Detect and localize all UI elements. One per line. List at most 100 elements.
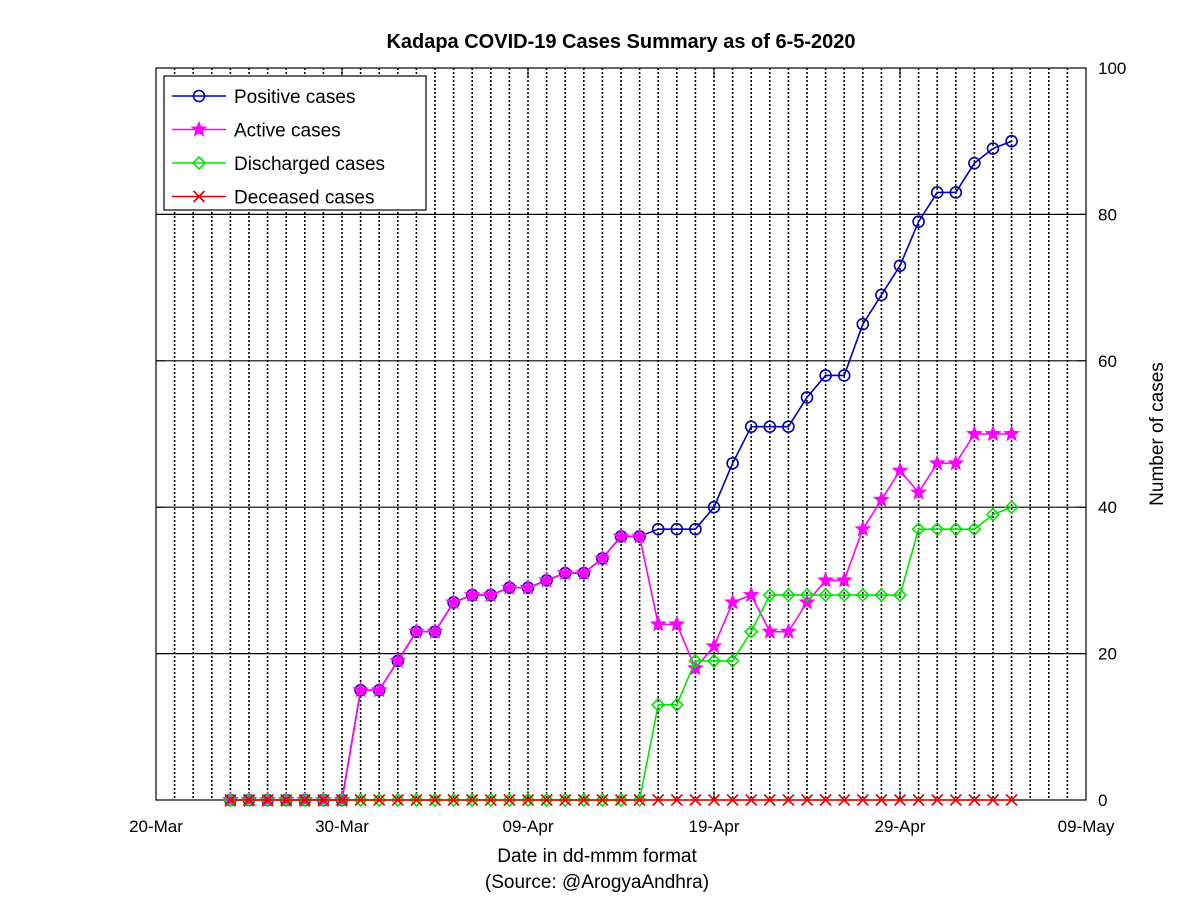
data-point [947,454,965,471]
data-point [410,793,423,807]
y-tick-label: 0 [1098,791,1107,810]
data-point [446,792,461,808]
data-point [445,593,463,610]
series-deceased-cases [224,793,1018,807]
y-tick-label: 20 [1098,645,1117,664]
data-point [763,793,776,807]
data-point [782,420,795,433]
data-point [800,793,814,807]
data-point [465,792,480,808]
x-tick-label: 30-Mar [315,817,369,836]
data-point [761,622,779,639]
data-point [633,793,646,807]
data-point [984,425,1002,442]
data-point [968,156,981,170]
data-point [670,793,683,807]
data-point [668,615,686,632]
data-point [912,215,925,229]
data-point [670,522,684,536]
y-tick-label: 60 [1098,352,1117,371]
data-point [370,681,388,698]
data-point [1005,793,1018,807]
data-point [372,792,387,808]
legend-entry: Discharged cases [172,154,385,175]
data-point [910,483,928,500]
data-point [373,793,386,807]
data-point [651,697,666,712]
data-point [261,793,274,807]
legend: Positive cases Active cases Discharged cas… [163,75,427,211]
data-point [612,527,630,544]
data-point [484,793,497,807]
y-tick-label: 80 [1098,205,1117,224]
data-point [689,522,702,536]
data-point [260,792,275,808]
legend-label: Active cases [234,121,341,142]
data-point [241,792,257,808]
data-point [838,793,851,807]
data-point [855,587,870,603]
data-point [744,624,759,639]
x-axis-label: Date in dd-mmm format [497,846,697,867]
data-point [799,587,815,603]
data-point [596,793,609,807]
data-point [407,622,425,639]
data-point [575,564,593,581]
legend-box [163,75,427,211]
data-point [891,461,909,478]
data-point [872,490,890,508]
legend-entry: Active cases [172,121,341,142]
data-point [631,527,649,544]
data-point [224,793,237,807]
data-point [707,793,721,807]
data-point [500,578,518,595]
data-point [817,571,835,588]
data-point [930,186,944,199]
data-point [835,571,853,588]
data-point [503,793,516,807]
chart-title: Kadapa COVID-19 Cases Summary as of 6-5-… [386,31,855,53]
data-point [726,793,739,807]
data-point [968,793,981,807]
data-point [316,792,331,808]
data-point [463,586,481,603]
legend-marker [192,190,206,203]
data-point [649,615,667,632]
data-point [854,520,872,537]
data-point [706,653,722,669]
data-point [632,792,647,808]
data-point [427,792,443,808]
data-point [726,456,739,470]
axis-layer: 20-Mar 30-Mar 09-Apr 19-Apr 29-Apr 09-May 0 20 4… [129,59,1126,836]
data-point [1005,134,1018,148]
data-point [892,587,908,603]
data-point [576,792,591,808]
data-point [762,587,777,603]
data-point [874,587,889,603]
data-point [856,793,869,807]
data-point [986,793,1000,807]
data-point [875,288,888,302]
data-point [744,420,758,433]
data-point [317,793,330,807]
data-point [893,793,907,807]
data-point [705,637,723,654]
data-point [613,792,629,808]
series-layer [221,134,1021,808]
data-point [837,587,852,603]
x-axis-source-label: (Source: @ArogyaAndhra) [485,872,709,893]
legend-label: Positive cases [234,87,355,108]
data-point [763,420,777,433]
data-point [893,259,907,272]
data-point [1004,500,1019,515]
data-point [931,793,944,807]
legend-entry: Deceased cases [172,188,374,209]
data-point [558,792,573,808]
data-point [242,793,256,807]
data-point [428,793,442,807]
data-point [669,697,684,712]
data-point [911,522,926,537]
y-axis-label: Number of cases [1147,362,1168,506]
data-point [652,793,665,807]
data-point [352,681,370,698]
